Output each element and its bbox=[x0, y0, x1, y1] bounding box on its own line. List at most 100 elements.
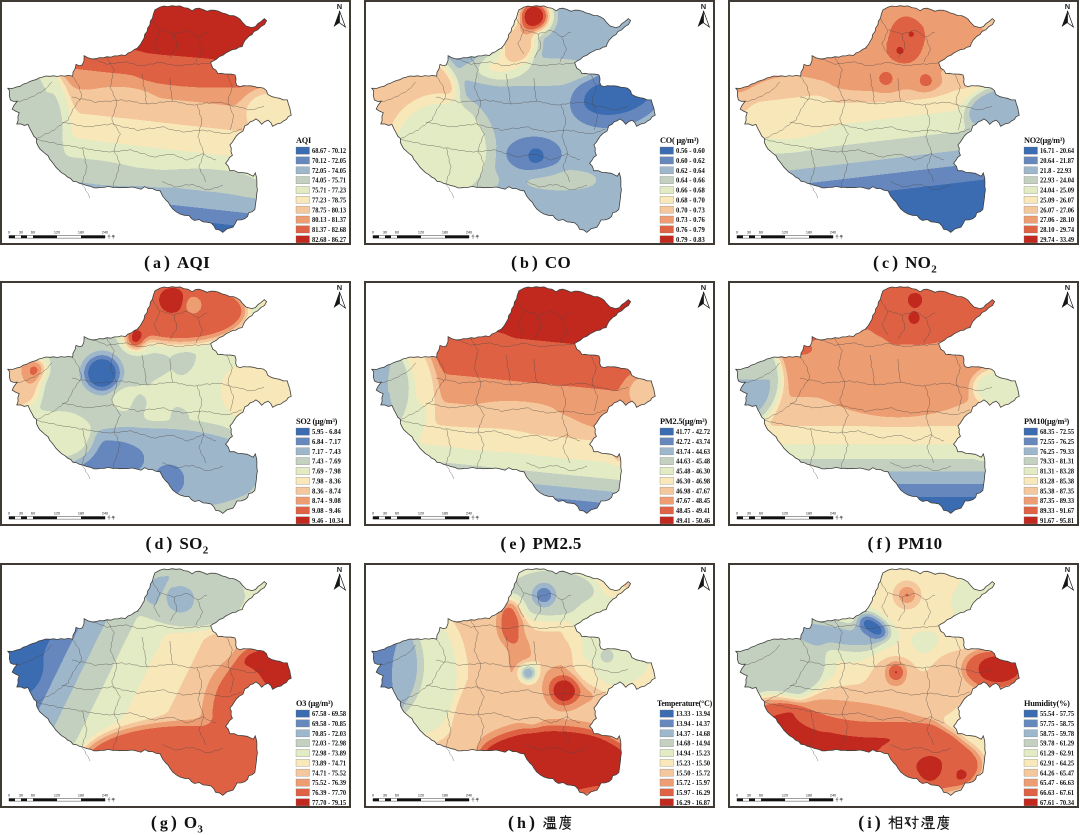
svg-text:77.23 - 78.75: 77.23 - 78.75 bbox=[312, 197, 347, 204]
svg-text:N: N bbox=[1065, 283, 1070, 292]
svg-text:27.06 - 28.10: 27.06 - 28.10 bbox=[1040, 217, 1075, 224]
svg-text:240: 240 bbox=[466, 511, 472, 515]
svg-text:0.68 - 0.70: 0.68 - 0.70 bbox=[676, 197, 705, 204]
svg-text:0.56 - 0.60: 0.56 - 0.60 bbox=[676, 148, 705, 155]
svg-text:60: 60 bbox=[395, 793, 399, 797]
svg-text:16.71 - 20.64: 16.71 - 20.64 bbox=[1040, 148, 1075, 155]
svg-text:7.98 - 8.36: 7.98 - 8.36 bbox=[312, 478, 341, 485]
svg-text:N: N bbox=[701, 565, 706, 574]
svg-text:0.60 - 0.62: 0.60 - 0.62 bbox=[676, 158, 705, 165]
svg-text:180: 180 bbox=[78, 793, 84, 797]
svg-text:7.17 - 7.43: 7.17 - 7.43 bbox=[312, 449, 341, 456]
svg-text:72.03 - 72.98: 72.03 - 72.98 bbox=[312, 741, 347, 748]
svg-text:180: 180 bbox=[78, 511, 84, 515]
svg-text:30: 30 bbox=[19, 793, 23, 797]
svg-text:30: 30 bbox=[383, 793, 387, 797]
svg-text:240: 240 bbox=[102, 230, 108, 234]
svg-text:22.93 - 24.04: 22.93 - 24.04 bbox=[1040, 178, 1075, 185]
svg-text:69.58 - 70.85: 69.58 - 70.85 bbox=[312, 721, 347, 728]
svg-text:60: 60 bbox=[31, 511, 35, 515]
svg-text:PM2.5(μg/m³): PM2.5(μg/m³) bbox=[660, 417, 707, 426]
svg-text:N: N bbox=[337, 565, 342, 574]
svg-text:7.43 - 7.69: 7.43 - 7.69 bbox=[312, 459, 341, 466]
svg-text:14.37 - 14.68: 14.37 - 14.68 bbox=[676, 731, 711, 738]
svg-text:73.89 - 74.71: 73.89 - 74.71 bbox=[312, 760, 347, 767]
svg-text:74.05 - 75.71: 74.05 - 75.71 bbox=[312, 178, 347, 185]
svg-text:120: 120 bbox=[54, 511, 60, 515]
svg-text:72.05 - 74.05: 72.05 - 74.05 bbox=[312, 168, 347, 175]
svg-text:49.41 - 50.46: 49.41 - 50.46 bbox=[676, 518, 711, 524]
svg-text:8.36 - 8.74: 8.36 - 8.74 bbox=[312, 488, 341, 495]
svg-text:57.75 - 58.75: 57.75 - 58.75 bbox=[1040, 721, 1075, 728]
svg-text:30: 30 bbox=[383, 511, 387, 515]
svg-text:0: 0 bbox=[372, 793, 374, 797]
svg-text:45.48 - 46.30: 45.48 - 46.30 bbox=[676, 469, 711, 476]
svg-text:30: 30 bbox=[747, 511, 751, 515]
svg-text:21.8 - 22.93: 21.8 - 22.93 bbox=[1040, 168, 1072, 175]
svg-text:0: 0 bbox=[8, 511, 10, 515]
svg-text:26.07 - 27.06: 26.07 - 27.06 bbox=[1040, 207, 1075, 214]
svg-text:180: 180 bbox=[806, 230, 812, 234]
svg-text:0.62 - 0.64: 0.62 - 0.64 bbox=[676, 168, 705, 175]
svg-text:0.73 - 0.76: 0.73 - 0.76 bbox=[676, 217, 705, 224]
svg-text:5.95 - 6.84: 5.95 - 6.84 bbox=[312, 429, 341, 436]
svg-text:240: 240 bbox=[830, 230, 836, 234]
svg-text:66.63 - 67.61: 66.63 - 67.61 bbox=[1040, 790, 1075, 797]
svg-text:120: 120 bbox=[782, 511, 788, 515]
svg-text:60: 60 bbox=[759, 230, 763, 234]
svg-text:180: 180 bbox=[806, 793, 812, 797]
svg-text:N: N bbox=[1065, 565, 1070, 574]
svg-text:0: 0 bbox=[372, 230, 374, 234]
svg-text:46.30 - 46.98: 46.30 - 46.98 bbox=[676, 478, 711, 485]
svg-text:240: 240 bbox=[830, 793, 836, 797]
svg-text:59.78 - 61.29: 59.78 - 61.29 bbox=[1040, 741, 1075, 748]
svg-text:82.68 - 86.27: 82.68 - 86.27 bbox=[312, 237, 347, 243]
svg-text:89.33 - 91.67: 89.33 - 91.67 bbox=[1040, 508, 1075, 515]
svg-text:44.63 - 45.48: 44.63 - 45.48 bbox=[676, 459, 711, 466]
svg-text:0: 0 bbox=[8, 793, 10, 797]
svg-text:30: 30 bbox=[383, 230, 387, 234]
svg-text:62.91 - 64.25: 62.91 - 64.25 bbox=[1040, 760, 1075, 767]
svg-text:N: N bbox=[1065, 2, 1070, 11]
svg-text:13.33 - 13.94: 13.33 - 13.94 bbox=[676, 711, 711, 718]
svg-text:0.79 - 0.83: 0.79 - 0.83 bbox=[676, 237, 705, 243]
svg-text:68.35 - 72.55: 68.35 - 72.55 bbox=[1040, 429, 1075, 436]
svg-text:28.10 - 29.74: 28.10 - 29.74 bbox=[1040, 227, 1075, 234]
svg-text:0.70 - 0.73: 0.70 - 0.73 bbox=[676, 207, 705, 214]
svg-text:20.64 - 21.87: 20.64 - 21.87 bbox=[1040, 158, 1075, 165]
svg-text:120: 120 bbox=[54, 230, 60, 234]
svg-text:30: 30 bbox=[19, 230, 23, 234]
svg-text:180: 180 bbox=[806, 511, 812, 515]
svg-text:Humidity(%): Humidity(%) bbox=[1024, 699, 1070, 708]
svg-text:65.47 - 66.63: 65.47 - 66.63 bbox=[1040, 780, 1075, 787]
svg-text:83.28 - 85.38: 83.28 - 85.38 bbox=[1040, 478, 1075, 485]
svg-text:9.08 - 9.46: 9.08 - 9.46 bbox=[312, 508, 341, 515]
svg-text:42.72 - 43.74: 42.72 - 43.74 bbox=[676, 439, 711, 446]
svg-text:46.98 - 47.67: 46.98 - 47.67 bbox=[676, 488, 711, 495]
svg-text:240: 240 bbox=[466, 230, 472, 234]
svg-text:60: 60 bbox=[759, 511, 763, 515]
svg-text:180: 180 bbox=[442, 230, 448, 234]
svg-text:72.55 - 76.25: 72.55 - 76.25 bbox=[1040, 439, 1075, 446]
svg-text:25.09 - 26.07: 25.09 - 26.07 bbox=[1040, 197, 1075, 204]
svg-text:120: 120 bbox=[418, 511, 424, 515]
svg-text:N: N bbox=[337, 283, 342, 292]
svg-text:0.64 - 0.66: 0.64 - 0.66 bbox=[676, 178, 705, 185]
svg-text:N: N bbox=[701, 2, 706, 11]
svg-text:60: 60 bbox=[395, 230, 399, 234]
svg-text:75.52 - 76.39: 75.52 - 76.39 bbox=[312, 780, 347, 787]
svg-text:87.35 - 89.33: 87.35 - 89.33 bbox=[1040, 498, 1075, 505]
svg-text:47.67 - 48.45: 47.67 - 48.45 bbox=[676, 498, 711, 505]
svg-text:61.29 - 62.91: 61.29 - 62.91 bbox=[1040, 751, 1075, 758]
svg-text:58.75 - 59.78: 58.75 - 59.78 bbox=[1040, 731, 1075, 738]
svg-text:CO( μg/m³): CO( μg/m³) bbox=[660, 136, 699, 145]
svg-text:15.97 - 16.29: 15.97 - 16.29 bbox=[676, 790, 711, 797]
svg-text:6.84 - 7.17: 6.84 - 7.17 bbox=[312, 439, 341, 446]
svg-text:7.69 - 7.98: 7.69 - 7.98 bbox=[312, 469, 341, 476]
svg-text:15.50 - 15.72: 15.50 - 15.72 bbox=[676, 770, 711, 777]
svg-text:67.61 - 70.34: 67.61 - 70.34 bbox=[1040, 800, 1075, 806]
svg-text:Temperature(°C): Temperature(°C) bbox=[657, 699, 712, 708]
svg-text:240: 240 bbox=[102, 511, 108, 515]
svg-text:8.74 - 9.08: 8.74 - 9.08 bbox=[312, 498, 341, 505]
svg-text:55.54 - 57.75: 55.54 - 57.75 bbox=[1040, 711, 1075, 718]
